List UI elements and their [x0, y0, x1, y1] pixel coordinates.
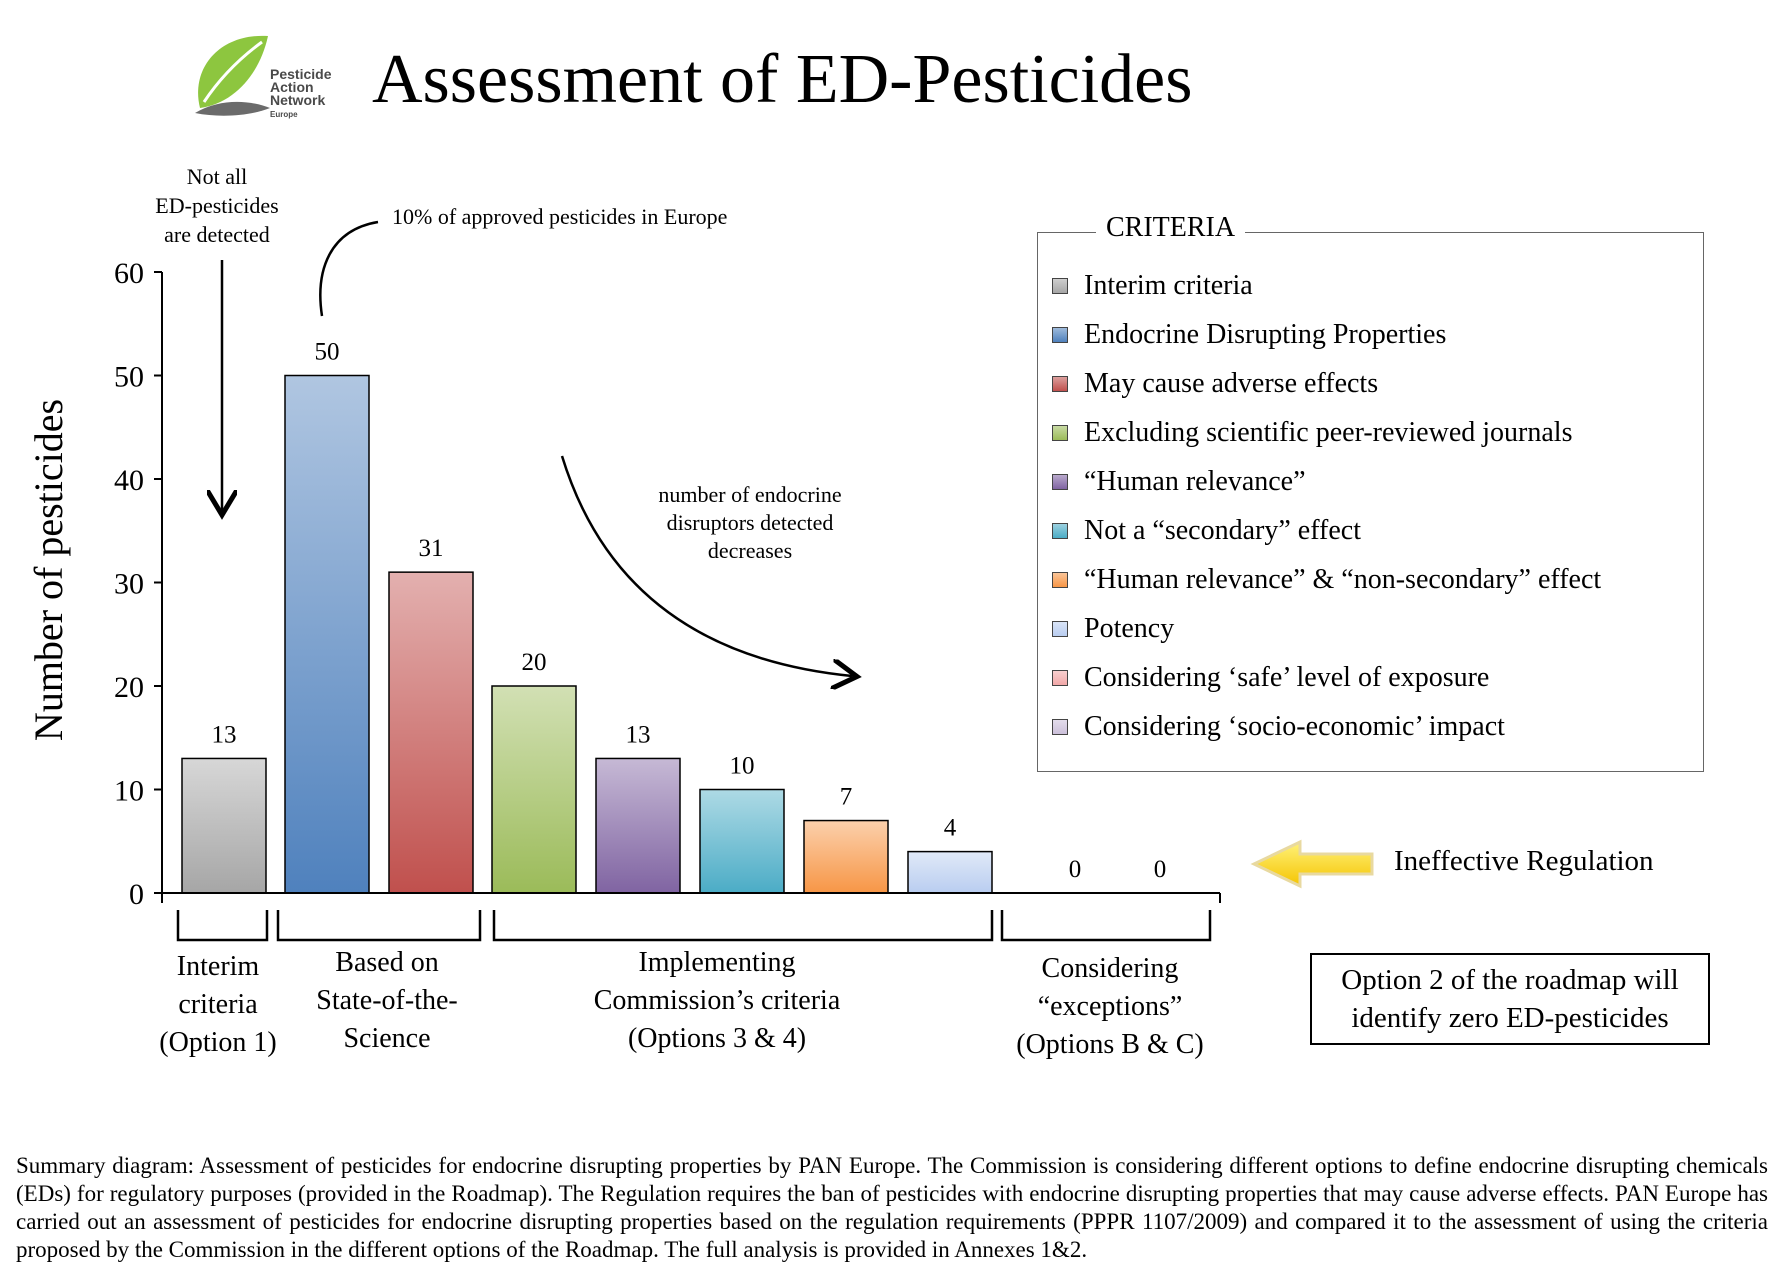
data-label-4: 20 [522, 649, 547, 676]
y-tick-label: 30 [114, 568, 144, 601]
option-box-line-2: identify zero ED-pesticides [1351, 1002, 1669, 1034]
legend-label: May cause adverse effects [1084, 367, 1379, 399]
group-bracket-3 [492, 910, 994, 942]
logo-line-1: Pesticide [270, 66, 332, 82]
legend-item-6: Not a “secondary” effect [1052, 506, 1601, 555]
bar-2 [284, 374, 370, 894]
ineffective-regulation-label: Ineffective Regulation [1394, 845, 1654, 877]
legend-item-10: Considering ‘socio-economic’ impact [1052, 702, 1601, 751]
annotation-ten-percent: 10% of approved pesticides in Europe [392, 204, 727, 229]
y-axis-label: Number of pesticides [26, 399, 71, 741]
annotation-decrease-line-1: number of endocrine [658, 482, 841, 507]
annotation-decrease-line-2: disruptors detected [667, 510, 834, 535]
legend-swatch [1052, 326, 1068, 343]
bar-7 [803, 819, 889, 894]
page-title: Assessment of ED-Pesticides [372, 41, 1193, 118]
group-bracket-1 [176, 910, 269, 942]
group-bracket-4 [1000, 910, 1212, 942]
y-tick-label: 20 [114, 671, 144, 704]
legend-label: “Human relevance” & “non-secondary” effe… [1084, 563, 1602, 595]
legend-swatch [1052, 718, 1068, 735]
logo-line-3: Network [270, 92, 326, 108]
annotation-not-all-line-2: ED-pesticides [155, 193, 278, 218]
data-label-9: 0 [1069, 856, 1082, 883]
group-label-commission: Implementing Commission’s criteria (Opti… [593, 947, 841, 1054]
legend-label: Potency [1084, 612, 1175, 644]
legend-item-4: Excluding scientific peer-reviewed journ… [1052, 408, 1601, 457]
legend-label: “Human relevance” [1084, 465, 1306, 497]
legend-item-8: Potency [1052, 604, 1601, 653]
legend-label: Endocrine Disrupting Properties [1084, 318, 1447, 350]
legend-label: Considering ‘socio-economic’ impact [1084, 710, 1505, 742]
data-label-6: 10 [730, 753, 755, 780]
group-label-interim: Interim criteria (Option 1) [159, 951, 277, 1058]
legend-swatch [1052, 277, 1068, 294]
data-label-5: 13 [626, 721, 651, 748]
y-tick-label: 60 [114, 257, 144, 290]
legend-item-1: Interim criteria [1052, 261, 1601, 310]
caption: Summary diagram: Assessment of pesticide… [16, 1153, 1768, 1262]
legend-swatch [1052, 669, 1068, 686]
legend-item-9: Considering ‘safe’ level of exposure [1052, 653, 1601, 702]
group-label-state-of-science: Based on State-of-the- Science [316, 947, 458, 1054]
pan-europe-logo: Pesticide Action Network Europe [190, 28, 350, 138]
bar-8 [907, 850, 993, 894]
legend-label: Excluding scientific peer-reviewed journ… [1084, 416, 1573, 448]
legend-item-5: “Human relevance” [1052, 457, 1601, 506]
y-tick-label: 10 [114, 775, 144, 808]
leaf-icon [195, 35, 270, 116]
curved-connector [319, 220, 379, 317]
bar-6 [699, 788, 785, 894]
annotation-not-all-line-1: Not all [187, 164, 248, 189]
curved-arrow-icon [560, 455, 852, 676]
y-tick-label: 50 [114, 361, 144, 394]
data-label-1: 13 [212, 721, 237, 748]
legend-label: Considering ‘safe’ level of exposure [1084, 661, 1490, 693]
legend-item-7: “Human relevance” & “non-secondary” effe… [1052, 555, 1601, 604]
bar-3 [388, 571, 474, 894]
data-label-7: 7 [840, 784, 853, 811]
legend-swatch [1052, 522, 1068, 539]
legend-swatch [1052, 375, 1068, 392]
bar-5 [595, 757, 681, 894]
yellow-arrow-icon [1250, 839, 1374, 889]
legend-list: Interim criteria Endocrine Disrupting Pro… [1052, 261, 1601, 751]
option-2-box: Option 2 of the roadmap will identify ze… [1310, 953, 1710, 1045]
annotation-not-all-line-3: are detected [164, 222, 270, 247]
legend-item-2: Endocrine Disrupting Properties [1052, 310, 1601, 359]
bar-4 [491, 685, 577, 894]
legend-label: Not a “secondary” effect [1084, 514, 1361, 546]
data-label-3: 31 [419, 535, 444, 562]
logo-sub: Europe [270, 110, 298, 119]
y-tick-label: 0 [129, 878, 144, 911]
group-label-exceptions: Considering “exceptions” (Options B & C) [1016, 953, 1204, 1060]
legend-swatch [1052, 473, 1068, 490]
data-label-8: 4 [944, 815, 957, 842]
option-box-line-1: Option 2 of the roadmap will [1341, 964, 1679, 996]
legend-swatch [1052, 620, 1068, 637]
legend: CRITERIA Interim criteria Endocrine Disru… [1037, 212, 1704, 772]
legend-swatch [1052, 424, 1068, 441]
legend-label: Interim criteria [1084, 269, 1253, 301]
logo-line-2: Action [270, 79, 314, 95]
group-bracket-2 [276, 910, 482, 942]
legend-title: CRITERIA [1096, 212, 1246, 244]
annotation-decrease-line-3: decreases [708, 538, 792, 563]
y-tick-label: 40 [114, 464, 144, 497]
data-label-10: 0 [1154, 856, 1167, 883]
bar-1 [181, 757, 267, 894]
data-label-2: 50 [315, 339, 340, 366]
legend-swatch [1052, 571, 1068, 588]
legend-item-3: May cause adverse effects [1052, 359, 1601, 408]
